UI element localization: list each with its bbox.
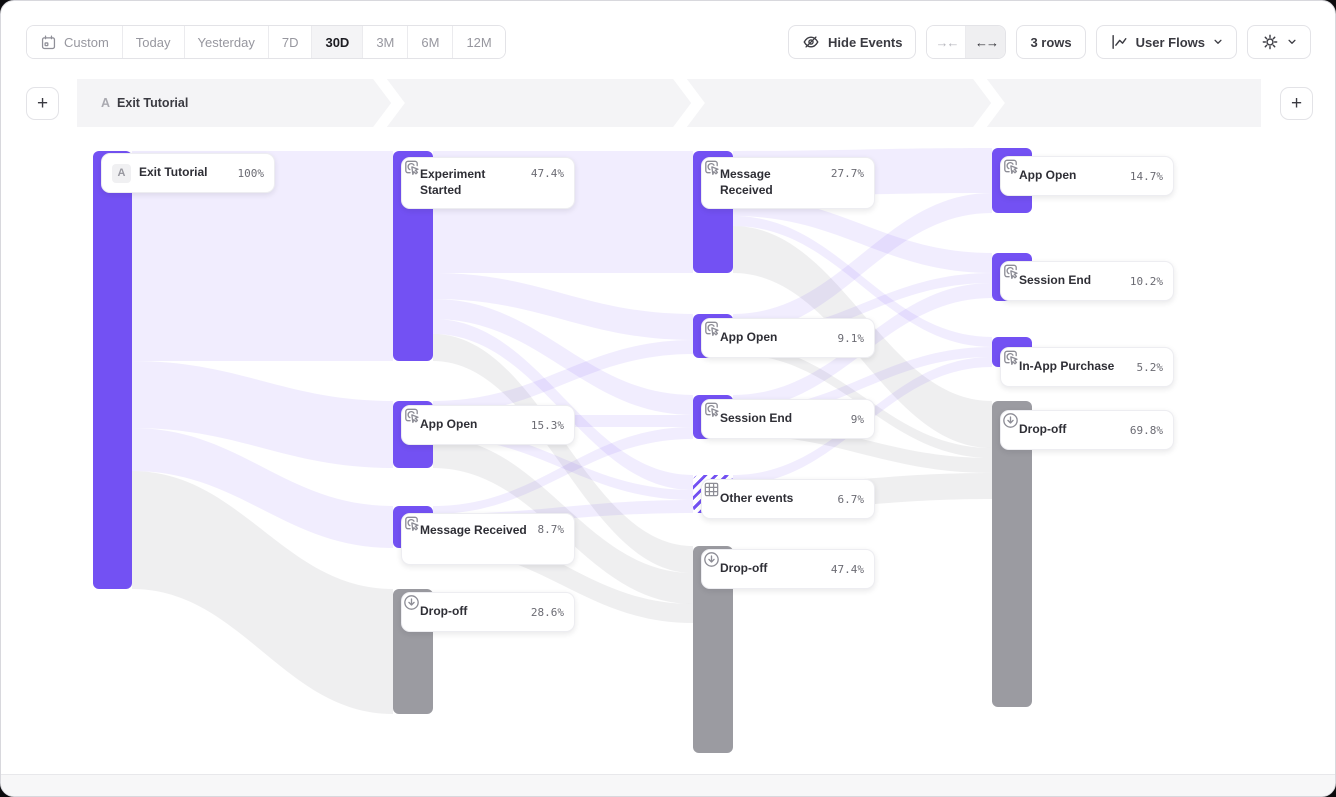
date-range-custom[interactable]: Custom — [27, 26, 123, 58]
flow-node-percentage: 14.7% — [1129, 169, 1163, 183]
flow-node-card-other-events[interactable]: Other events 6.7% — [701, 479, 875, 519]
flow-link — [733, 193, 992, 334]
date-range-label: 12M — [466, 34, 492, 50]
steps-header-band: A Exit Tutorial — [77, 79, 1261, 127]
arrows-expand-icon: ←→ — [974, 34, 999, 50]
gear-icon — [1261, 33, 1279, 51]
toolbar-right: Hide Events →← ←→ 3 rows User Flows — [788, 25, 1311, 59]
footer-strip — [1, 774, 1335, 796]
flow-link — [132, 471, 393, 714]
flows-chart-icon — [1110, 33, 1128, 51]
flow-node-card-drop-off[interactable]: Drop-off 47.4% — [701, 549, 875, 589]
step-badge: A — [101, 96, 111, 110]
flow-node-label: Drop-off — [720, 561, 768, 576]
date-range-label: Yesterday — [197, 34, 255, 50]
date-range-6m[interactable]: 6M — [408, 26, 454, 58]
flow-node-label: Session End — [720, 411, 793, 426]
rows-label: 3 rows — [1030, 34, 1072, 50]
flow-node-percentage: 15.3% — [530, 418, 564, 432]
hide-events-button[interactable]: Hide Events — [788, 25, 917, 59]
rows-button[interactable]: 3 rows — [1016, 25, 1086, 59]
collapse-expand-toggle: →← ←→ — [926, 25, 1007, 59]
flow-node-bar-exit-tutorial[interactable] — [93, 151, 132, 589]
flow-node-card-session-end[interactable]: Session End 10.2% — [1000, 261, 1174, 301]
flow-node-card-session-end[interactable]: Session End 9% — [701, 399, 875, 439]
collapse-columns-button[interactable]: →← — [927, 26, 967, 58]
date-range-label: 3M — [376, 34, 395, 50]
chevron-down-icon — [1287, 37, 1297, 47]
date-range-label: Today — [135, 34, 171, 50]
flow-node-label: Experiment Started — [420, 167, 486, 197]
arrows-collapse-icon: →← — [935, 34, 959, 50]
flow-node-card-message-received[interactable]: Message Received 27.7% — [701, 157, 875, 209]
flow-node-label: Message Received — [420, 523, 527, 537]
flow-node-label: In-App Purchase — [1019, 359, 1115, 374]
flow-link — [433, 299, 693, 415]
date-range-yesterday[interactable]: Yesterday — [184, 26, 269, 58]
date-range-3m[interactable]: 3M — [363, 26, 409, 58]
flow-node-percentage: 9% — [850, 412, 864, 426]
flow-node-label: Exit Tutorial — [139, 165, 208, 180]
flow-node-percentage: 47.4% — [530, 167, 564, 180]
flow-node-percentage: 8.7% — [537, 523, 565, 536]
view-selector-label: User Flows — [1135, 34, 1205, 50]
flow-link — [433, 273, 693, 340]
flow-node-card-drop-off[interactable]: Drop-off 69.8% — [1000, 410, 1174, 450]
step-a-label[interactable]: A Exit Tutorial — [101, 79, 188, 127]
date-range-30d[interactable]: 30D — [312, 26, 364, 58]
flow-node-label: Other events — [720, 491, 794, 506]
flow-node-percentage: 100% — [237, 166, 265, 180]
flow-node-percentage: 47.4% — [830, 562, 864, 576]
flow-node-card-message-received[interactable]: Message Received 8.7% — [401, 513, 575, 565]
expand-columns-button[interactable]: ←→ — [966, 26, 1006, 58]
flow-node-card-drop-off[interactable]: Drop-off 28.6% — [401, 592, 575, 632]
calendar-icon — [40, 34, 57, 51]
flow-node-label: App Open — [1019, 168, 1077, 183]
flow-node-percentage: 10.2% — [1129, 274, 1163, 288]
flow-node-percentage: 27.7% — [830, 167, 864, 180]
step-chevron-separators — [373, 79, 1005, 127]
add-step-right-button[interactable]: + — [1280, 87, 1313, 120]
date-range-12m[interactable]: 12M — [453, 26, 505, 58]
flow-node-percentage: 5.2% — [1136, 360, 1164, 374]
date-range-today[interactable]: Today — [122, 26, 185, 58]
flow-link — [132, 361, 393, 468]
flow-link — [433, 340, 693, 415]
view-selector-button[interactable]: User Flows — [1095, 25, 1237, 59]
flow-node-card-in-app-purchase[interactable]: In-App Purchase 5.2% — [1000, 347, 1174, 387]
date-range-label: 30D — [325, 34, 350, 50]
flow-node-label: Session End — [1019, 273, 1092, 288]
date-range-selector: Custom Today Yesterday 7D 30D 3M 6M 12M — [26, 25, 506, 59]
settings-button[interactable] — [1247, 25, 1311, 59]
step-title: Exit Tutorial — [117, 96, 189, 110]
flow-node-card-app-open[interactable]: App Open 15.3% — [401, 405, 575, 445]
toolbar: Custom Today Yesterday 7D 30D 3M 6M 12M Hide Ev… — [26, 25, 1311, 59]
flow-node-percentage: 28.6% — [530, 605, 564, 619]
step-letter-badge: A — [112, 163, 131, 183]
flow-node-percentage: 9.1% — [837, 331, 865, 345]
flow-node-card-app-open[interactable]: App Open 9.1% — [701, 318, 875, 358]
flow-node-label: App Open — [420, 417, 478, 432]
flow-link — [132, 428, 393, 548]
flow-node-card-experiment-started[interactable]: Experiment Started 47.4% — [401, 157, 575, 209]
add-step-left-button[interactable]: + — [26, 87, 59, 120]
chevron-down-icon — [1213, 37, 1223, 47]
flow-node-card-app-open[interactable]: App Open 14.7% — [1000, 156, 1174, 196]
hide-events-label: Hide Events — [828, 34, 903, 50]
eye-off-icon — [802, 33, 820, 51]
flow-node-label: Drop-off — [420, 604, 468, 619]
date-range-7d[interactable]: 7D — [268, 26, 313, 58]
flow-node-card-exit-tutorial[interactable]: A Exit Tutorial 100% — [101, 153, 275, 193]
flow-node-percentage: 69.8% — [1129, 423, 1163, 437]
date-range-label: Custom — [64, 34, 109, 50]
flow-node-label: Drop-off — [1019, 422, 1067, 437]
date-range-label: 6M — [421, 34, 440, 50]
flow-node-bar-drop-off[interactable] — [992, 401, 1032, 707]
flow-node-label: Message Received — [720, 167, 773, 197]
flow-node-percentage: 6.7% — [837, 492, 865, 506]
date-range-label: 7D — [281, 34, 299, 50]
flow-node-label: App Open — [720, 330, 778, 345]
